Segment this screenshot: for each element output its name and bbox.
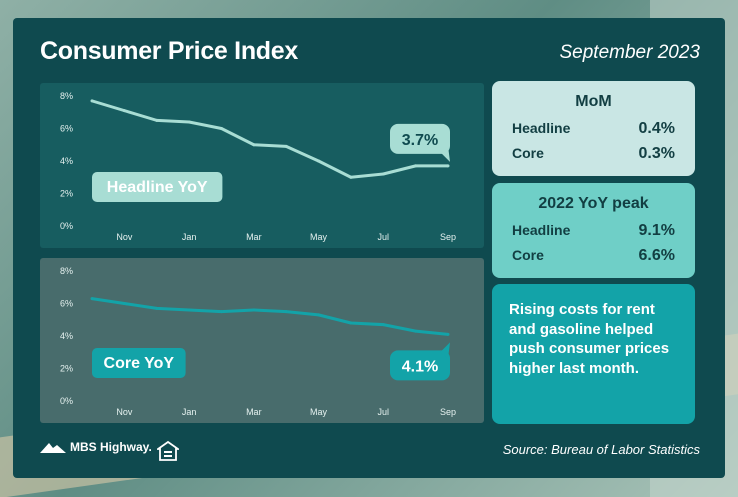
headline-value-callout: 3.7%	[390, 123, 450, 162]
core-xtick-label: Nov	[116, 407, 133, 417]
mom-core-row: Core 0.3%	[512, 145, 675, 162]
headline-ytick-label: 0%	[60, 221, 73, 231]
core-data-point	[90, 297, 94, 301]
peak-core-value: 6.6%	[638, 247, 675, 264]
peak-card: 2022 YoY peak Headline 9.1% Core 6.6%	[492, 183, 695, 278]
headline-callout-bg	[390, 123, 450, 154]
peak-title: 2022 YoY peak	[538, 195, 649, 212]
headline-data-point	[187, 120, 191, 124]
core-callout-text: 4.1%	[402, 358, 438, 375]
headline-label-pill: Headline YoY	[92, 172, 223, 202]
headline-xtick-label: Sep	[440, 232, 456, 242]
core-chart: 0% 2% 4% 6% 8% Nov Jan Mar May Jul Sep Core YoY 4.1%	[40, 258, 484, 423]
headline-data-point	[414, 164, 418, 168]
headline-data-point	[349, 175, 353, 179]
core-data-point	[252, 308, 256, 312]
core-xtick-label: Mar	[246, 407, 262, 417]
core-xtick-label: Jan	[182, 407, 197, 417]
note-text: Rising costs for rent and gasoline helpe…	[509, 301, 670, 377]
headline-series-line	[91, 99, 448, 179]
headline-chart-svg: 0% 2% 4% 6% 8% Nov Jan Mar May Jul Sep Headline YoY…	[60, 91, 456, 242]
mom-core-value: 0.3%	[638, 145, 675, 162]
mom-headline-row: Headline 0.4%	[512, 120, 675, 137]
mom-headline-value: 0.4%	[638, 120, 675, 137]
headline-callout-tail	[440, 145, 450, 162]
mom-card: MoM Headline 0.4% Core 0.3%	[492, 81, 695, 176]
headline-data-point	[90, 99, 94, 103]
core-xtick-label: Jul	[378, 407, 390, 417]
core-value-callout: 4.1%	[390, 342, 450, 381]
headline-label-text: Headline YoY	[107, 179, 208, 196]
core-ytick-label: 2%	[60, 364, 73, 374]
headline-xtick-label: Jul	[378, 232, 390, 242]
core-data-point	[219, 310, 223, 314]
core-chart-svg: 0% 2% 4% 6% 8% Nov Jan Mar May Jul Sep Core YoY 4.1%	[60, 266, 456, 417]
core-data-point	[349, 321, 353, 325]
headline-data-point	[381, 172, 385, 176]
headline-xtick-label: May	[310, 232, 328, 242]
headline-ytick-label: 2%	[60, 189, 73, 199]
peak-core-label: Core	[512, 247, 544, 263]
headline-xtick-label: Mar	[246, 232, 262, 242]
headline-data-point	[317, 159, 321, 163]
mom-core-label: Core	[512, 145, 544, 161]
peak-headline-value: 9.1%	[638, 222, 675, 239]
core-callout-tail	[440, 342, 450, 359]
core-data-point	[414, 329, 418, 333]
headline-data-point	[446, 164, 450, 168]
core-ytick-label: 8%	[60, 266, 73, 276]
mountain-icon	[40, 443, 66, 453]
core-data-point	[284, 310, 288, 314]
core-label-pill: Core YoY	[92, 348, 186, 378]
mbs-logo: MBS Highway.	[40, 440, 152, 454]
mom-title: MoM	[575, 93, 612, 110]
mom-headline-label: Headline	[512, 120, 571, 136]
core-data-point	[381, 323, 385, 327]
core-series-line	[91, 297, 449, 336]
core-label-text: Core YoY	[104, 355, 175, 372]
headline-ytick-label: 6%	[60, 124, 73, 134]
peak-headline-label: Headline	[512, 222, 571, 238]
headline-data-point	[284, 144, 288, 148]
equal-housing-icon	[157, 440, 179, 461]
headline-callout-text: 3.7%	[402, 132, 438, 149]
core-ytick-label: 6%	[60, 299, 73, 309]
core-label-pill-bg	[92, 348, 186, 378]
note-card: Rising costs for rent and gasoline helpe…	[492, 284, 695, 424]
headline-data-point	[155, 118, 159, 122]
peak-headline-row: Headline 9.1%	[512, 222, 675, 239]
logo-text: MBS Highway.	[70, 440, 152, 454]
headline-data-point	[252, 143, 256, 147]
source-note: Source: Bureau of Labor Statistics	[502, 442, 700, 457]
core-xtick-label: May	[310, 407, 328, 417]
headline-xtick-label: Nov	[116, 232, 133, 242]
report-date: September 2023	[559, 42, 701, 63]
core-data-point	[446, 332, 450, 336]
core-data-point	[317, 313, 321, 317]
core-xtick-label: Sep	[440, 407, 456, 417]
page-title: Consumer Price Index	[40, 37, 298, 65]
core-data-point	[155, 306, 159, 310]
core-ytick-label: 4%	[60, 331, 73, 341]
headline-label-pill-bg	[92, 172, 223, 202]
peak-core-row: Core 6.6%	[512, 247, 675, 264]
headline-ytick-label: 8%	[60, 91, 73, 101]
headline-ytick-label: 4%	[60, 156, 73, 166]
headline-data-point	[219, 127, 223, 130]
headline-chart: 0% 2% 4% 6% 8% Nov Jan Mar May Jul Sep Headline YoY…	[40, 83, 484, 248]
core-ytick-label: 0%	[60, 396, 73, 406]
core-data-point	[122, 302, 126, 305]
headline-data-point	[122, 109, 126, 113]
core-data-point	[187, 308, 191, 312]
core-callout-bg	[390, 350, 450, 381]
headline-xtick-label: Jan	[182, 232, 197, 242]
